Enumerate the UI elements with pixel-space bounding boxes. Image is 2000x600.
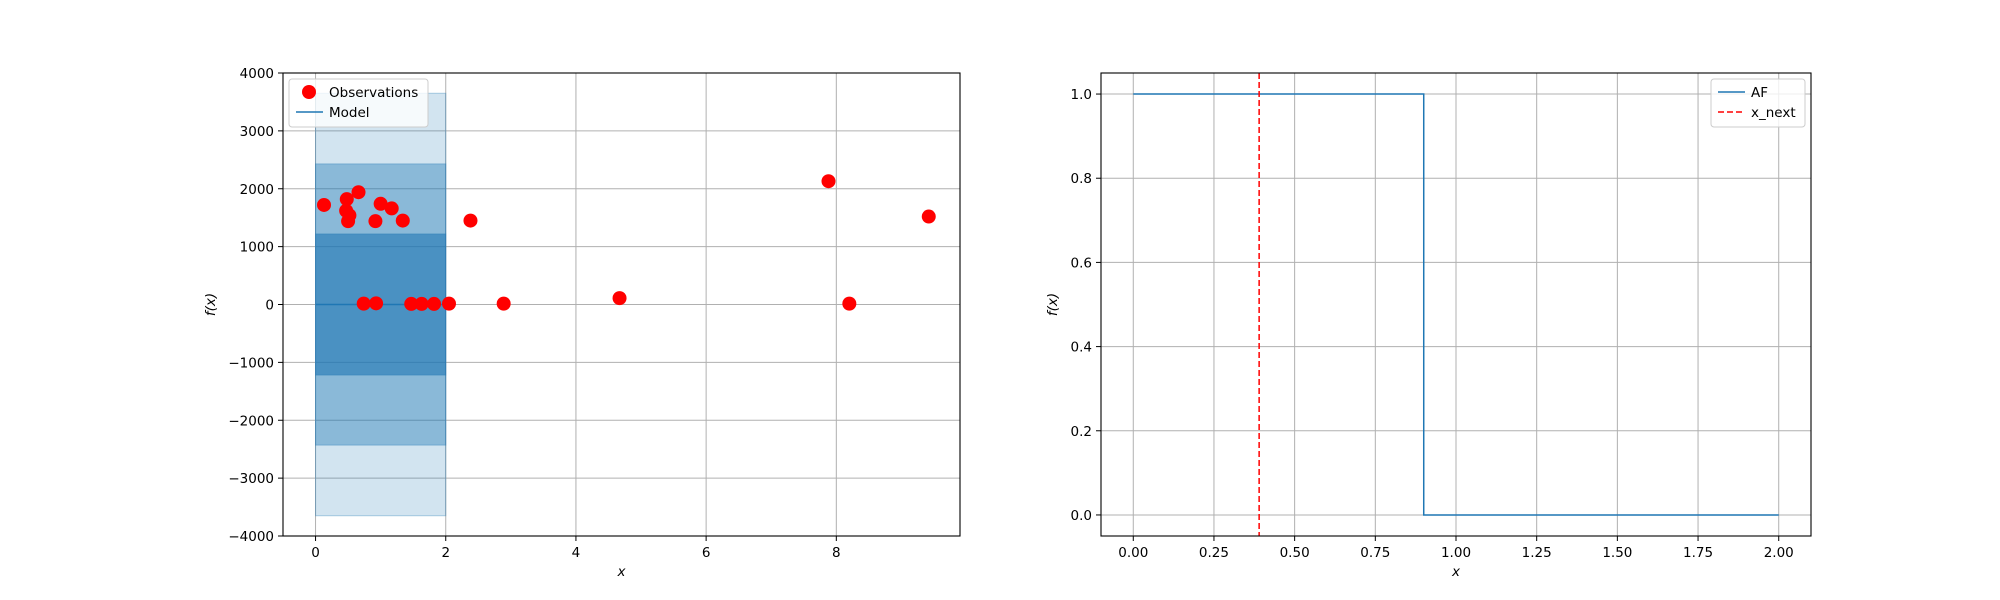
observation-point	[441, 296, 456, 311]
x-tick-label: 0.00	[1118, 545, 1148, 561]
observation-point	[404, 296, 419, 311]
x-tick-label: 0.50	[1280, 545, 1310, 561]
legend: AF x_next	[1710, 78, 1806, 128]
observation-point	[496, 296, 511, 311]
y-tick-label: −3000	[228, 471, 274, 487]
legend-label-x-next: x_next	[1751, 105, 1796, 121]
legend-box	[1710, 78, 1806, 128]
observation-points	[317, 174, 936, 311]
y-tick-label: −2000	[228, 413, 274, 429]
x-axis-label: x	[617, 564, 627, 580]
x-tick-label: 8	[832, 545, 841, 561]
observation-point	[317, 197, 332, 212]
observation-point	[368, 214, 383, 229]
af-step-line	[1133, 93, 1779, 516]
y-tick-label: 0.2	[1071, 424, 1092, 440]
observation-point	[921, 209, 936, 224]
observation-point	[414, 296, 429, 311]
observation-point	[821, 174, 836, 189]
observation-point	[339, 192, 354, 207]
x-tick-label: 1.50	[1602, 545, 1632, 561]
y-tick-label: 4000	[240, 66, 274, 82]
x-tick-label: 2	[441, 545, 450, 561]
y-axis-label: f(x)	[203, 293, 219, 316]
y-tick-label: 0.8	[1071, 171, 1092, 187]
observation-point	[612, 291, 627, 306]
observation-point	[373, 196, 388, 211]
x-tick-label: 0.75	[1360, 545, 1390, 561]
x-tick-label: 0.25	[1199, 545, 1229, 561]
x-axis-label: x	[1451, 564, 1461, 580]
x-tick-label: 1.00	[1441, 545, 1471, 561]
y-tick-label: 3000	[240, 124, 274, 140]
x-tick-label: 1.25	[1522, 545, 1552, 561]
legend-label-observations: Observations	[329, 85, 418, 101]
y-tick-label: 0.0	[1071, 508, 1092, 524]
y-tick-label: 2000	[240, 182, 274, 198]
legend-label-af: AF	[1751, 85, 1768, 101]
observation-point	[463, 213, 478, 228]
acquisition-function-chart: 0.00 0.25 0.50 0.75 1.00 1.25 1.50 1.75 2.00 0.0 0…	[1045, 72, 1812, 580]
y-tick-label: 0.6	[1071, 255, 1092, 271]
plot-frame	[1100, 72, 1812, 537]
y-tick-label: 1.0	[1071, 87, 1092, 103]
observation-point	[369, 296, 384, 311]
observation-point	[842, 296, 857, 311]
x-tick-label: 1.75	[1683, 545, 1713, 561]
observation-point	[356, 296, 371, 311]
legend: Observations Model	[288, 78, 429, 128]
y-tick-label: 0	[265, 298, 274, 314]
observation-point	[384, 201, 399, 216]
legend-marker-observations	[302, 85, 316, 99]
x-tick-label: 6	[702, 545, 711, 561]
y-tick-label: 1000	[240, 240, 274, 256]
x-tick-label: 2.00	[1764, 545, 1794, 561]
y-axis-label: f(x)	[1045, 293, 1061, 316]
observations-model-chart: 0 2 4 6 8 −4000 −3000 −2000 −1000 0 1000 2000 3000 40…	[203, 66, 961, 580]
observation-point	[427, 296, 442, 311]
observation-point	[351, 185, 366, 200]
plot-frame	[282, 72, 961, 537]
legend-box	[288, 78, 429, 128]
observation-point	[395, 213, 410, 228]
x-tick-label: 0	[311, 545, 320, 561]
y-tick-label: 0.4	[1071, 340, 1092, 356]
x-tick-label: 4	[572, 545, 581, 561]
y-tick-label: −1000	[228, 355, 274, 371]
y-tick-label: −4000	[228, 529, 274, 545]
legend-label-model: Model	[329, 105, 370, 121]
observation-point	[341, 214, 356, 229]
